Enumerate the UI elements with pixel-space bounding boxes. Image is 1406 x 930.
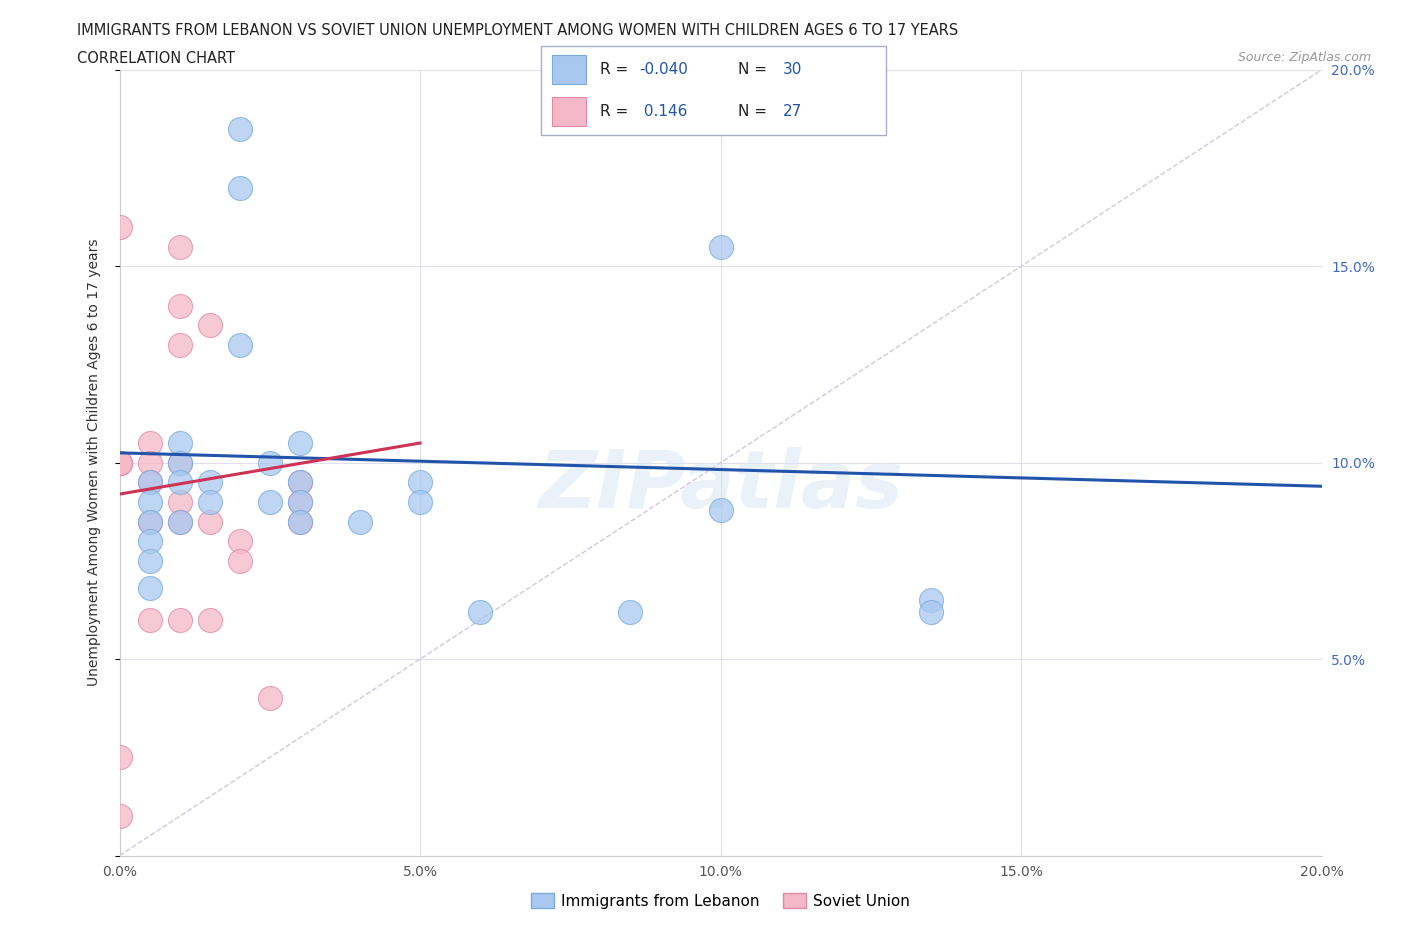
Point	[198, 495, 221, 510]
Text: ZIPatlas: ZIPatlas	[538, 447, 903, 525]
Point	[169, 514, 191, 529]
Point	[138, 456, 160, 471]
Point	[169, 514, 191, 529]
Text: R =: R =	[600, 62, 633, 77]
Text: N =: N =	[738, 62, 772, 77]
Point	[709, 239, 731, 254]
Point	[169, 495, 191, 510]
Legend: Immigrants from Lebanon, Soviet Union: Immigrants from Lebanon, Soviet Union	[524, 886, 917, 915]
Text: N =: N =	[738, 104, 772, 119]
Point	[169, 613, 191, 628]
Point	[198, 475, 221, 490]
Point	[228, 121, 252, 136]
Point	[138, 534, 160, 549]
FancyBboxPatch shape	[551, 97, 586, 126]
Point	[169, 456, 191, 471]
Point	[228, 534, 252, 549]
Point	[288, 435, 311, 450]
Point	[138, 475, 160, 490]
Point	[138, 613, 160, 628]
Text: R =: R =	[600, 104, 633, 119]
Point	[198, 318, 221, 333]
Text: 0.146: 0.146	[640, 104, 688, 119]
FancyBboxPatch shape	[541, 46, 886, 135]
Point	[198, 514, 221, 529]
Point	[108, 219, 131, 234]
Point	[228, 338, 252, 352]
Text: CORRELATION CHART: CORRELATION CHART	[77, 51, 235, 66]
Point	[920, 592, 942, 607]
Point	[619, 604, 641, 619]
Point	[108, 809, 131, 824]
Point	[138, 475, 160, 490]
Point	[198, 613, 221, 628]
Point	[920, 604, 942, 619]
Text: -0.040: -0.040	[640, 62, 689, 77]
Point	[138, 514, 160, 529]
Point	[169, 475, 191, 490]
Point	[169, 239, 191, 254]
Point	[288, 514, 311, 529]
Point	[169, 456, 191, 471]
Point	[169, 299, 191, 313]
Point	[288, 475, 311, 490]
FancyBboxPatch shape	[551, 56, 586, 85]
Point	[169, 338, 191, 352]
Point	[228, 553, 252, 568]
Point	[169, 435, 191, 450]
Point	[709, 502, 731, 517]
Point	[288, 495, 311, 510]
Point	[259, 456, 281, 471]
Point	[138, 581, 160, 596]
Point	[349, 514, 371, 529]
Point	[228, 180, 252, 195]
Point	[138, 514, 160, 529]
Point	[108, 456, 131, 471]
Text: 27: 27	[782, 104, 801, 119]
Y-axis label: Unemployment Among Women with Children Ages 6 to 17 years: Unemployment Among Women with Children A…	[87, 239, 101, 686]
Text: IMMIGRANTS FROM LEBANON VS SOVIET UNION UNEMPLOYMENT AMONG WOMEN WITH CHILDREN A: IMMIGRANTS FROM LEBANON VS SOVIET UNION …	[77, 23, 959, 38]
Text: 30: 30	[782, 62, 801, 77]
Text: Source: ZipAtlas.com: Source: ZipAtlas.com	[1237, 51, 1371, 64]
Point	[288, 514, 311, 529]
Point	[108, 456, 131, 471]
Point	[138, 553, 160, 568]
Point	[108, 750, 131, 764]
Point	[409, 475, 432, 490]
Point	[138, 435, 160, 450]
Point	[288, 475, 311, 490]
Point	[108, 456, 131, 471]
Point	[259, 495, 281, 510]
Point	[468, 604, 492, 619]
Point	[259, 691, 281, 706]
Point	[288, 495, 311, 510]
Point	[138, 495, 160, 510]
Point	[409, 495, 432, 510]
